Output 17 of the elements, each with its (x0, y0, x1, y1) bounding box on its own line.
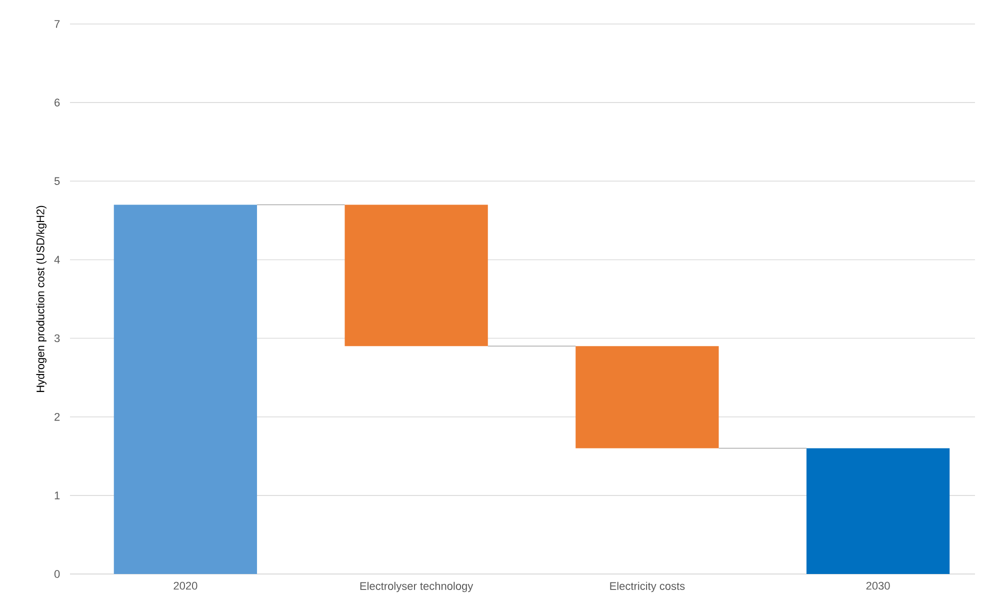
y-tick-label: 1 (54, 492, 60, 500)
x-tick-label: 2020 (174, 582, 198, 590)
y-tick-label: 3 (54, 334, 60, 342)
bar (806, 448, 950, 574)
y-tick-label: 2 (54, 413, 60, 421)
x-tick-label: 2030 (866, 582, 890, 590)
y-tick-label: 5 (54, 177, 60, 185)
x-tick-label: Electricity costs (610, 582, 685, 592)
y-tick-label: 7 (54, 20, 60, 28)
bar (114, 204, 258, 574)
bar (576, 346, 719, 448)
x-tick-label: Electrolyser technology (360, 582, 474, 592)
y-axis-title: Hydrogen production cost (USD/kgH2) (36, 206, 46, 392)
bar (344, 204, 488, 346)
y-tick-label: 0 (54, 570, 60, 578)
y-tick-label: 4 (54, 256, 60, 264)
y-tick-label: 6 (54, 98, 60, 106)
